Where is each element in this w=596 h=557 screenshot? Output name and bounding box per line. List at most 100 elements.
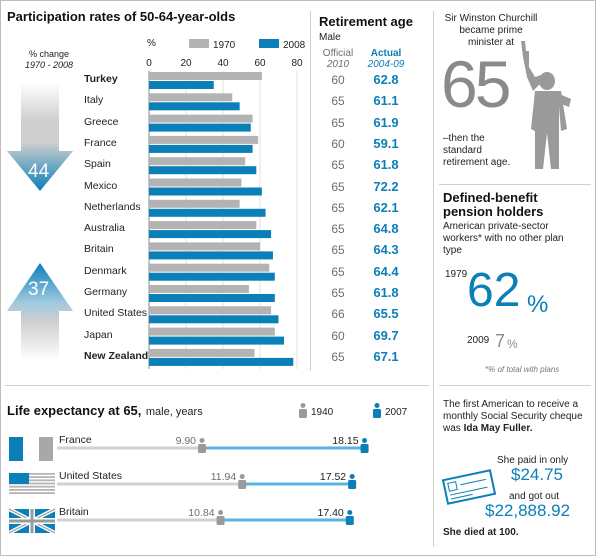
country-label-Japan: Japan xyxy=(84,328,113,341)
bar-2008-United States xyxy=(149,315,279,324)
official-age-New Zealand: 65 xyxy=(331,349,345,364)
life-subtitle: male, years xyxy=(145,406,203,418)
bar-1970-Netherlands xyxy=(149,199,240,208)
bar-2008-Britain xyxy=(149,251,273,260)
france-flag-icon xyxy=(9,437,53,461)
retirement-subtitle: Male xyxy=(319,32,341,43)
actual-years: 2004-09 xyxy=(367,59,405,70)
bar-1970-Australia xyxy=(149,221,257,230)
bar-2008-Mexico xyxy=(149,187,262,196)
x-tick-40: 40 xyxy=(217,58,229,69)
fuller-intro-text: The first American to receive a monthly … xyxy=(443,399,583,434)
life-marker-2007-United States-icon xyxy=(348,474,357,489)
actual-age-United States: 65.5 xyxy=(373,306,399,322)
fuller-name: Ida May Fuller. xyxy=(463,423,533,434)
official-age-Japan: 60 xyxy=(331,328,345,343)
x-tick-80: 80 xyxy=(291,58,303,69)
divider-vertical-2 xyxy=(433,11,434,547)
bar-1970-France xyxy=(149,135,259,144)
churchill-age: 65 xyxy=(441,47,511,121)
official-age-Germany: 65 xyxy=(331,286,345,300)
country-label-Netherlands: Netherlands xyxy=(84,200,141,213)
country-label-Denmark: Denmark xyxy=(84,264,127,277)
life-expectancy-chart xyxy=(8,403,381,535)
fuller-paid-value: $24.75 xyxy=(511,465,563,484)
life-marker-2007-Britain-icon xyxy=(345,510,354,525)
pension-title: Defined-benefit pension holders xyxy=(443,190,544,219)
life-value-1940-France: 9.90 xyxy=(175,435,197,447)
official-age-France: 60 xyxy=(331,136,345,151)
change-label: % change 1970 - 2008 xyxy=(17,49,81,71)
bar-1970-Greece xyxy=(149,114,253,123)
churchill-silhouette-icon xyxy=(521,41,571,169)
bar-2008-Denmark xyxy=(149,272,275,281)
bar-2008-Australia xyxy=(149,230,272,239)
churchill-text1: Sir Winston Churchill became prime minis… xyxy=(444,13,538,48)
official-age-Denmark: 65 xyxy=(331,264,345,279)
life-value-1940-United States: 11.94 xyxy=(210,471,237,483)
divider-vertical-1 xyxy=(310,11,311,371)
life-legend-1940: 1940 xyxy=(311,407,334,418)
bar-2008-Greece xyxy=(149,123,251,132)
life-country-United States: United States xyxy=(59,470,123,482)
pension-value2: 7 xyxy=(495,331,506,351)
life-value-2007-France: 18.15 xyxy=(332,435,359,447)
uk-flag-icon xyxy=(8,507,56,535)
bar-2008-France xyxy=(149,144,253,153)
cheque-icon xyxy=(441,469,497,505)
actual-age-Italy: 61.1 xyxy=(373,93,399,109)
actual-age-Denmark: 64.4 xyxy=(373,263,399,279)
legend-label-1970: 1970 xyxy=(213,40,236,51)
divider-horizontal-1 xyxy=(5,385,429,386)
country-label-Greece: Greece xyxy=(84,115,119,128)
bar-1970-Denmark xyxy=(149,263,270,272)
actual-age-Netherlands: 62.1 xyxy=(373,199,399,215)
bar-2008-Italy xyxy=(149,102,240,111)
life-title-wrap: Life expectancy at 65, male, years xyxy=(7,402,203,420)
life-title: Life expectancy at 65, xyxy=(7,403,142,418)
legend-label-2008: 2008 xyxy=(283,40,306,51)
country-label-Britain: Britain xyxy=(84,243,114,256)
fuller-got-value: $22,888.92 xyxy=(485,501,571,520)
actual-age-Germany: 61.8 xyxy=(373,285,399,300)
actual-header: Actual 2004-09 xyxy=(363,48,409,70)
change-label-line2: 1970 - 2008 xyxy=(24,60,74,70)
official-age-Mexico: 65 xyxy=(331,179,345,194)
bar-1970-Turkey xyxy=(149,72,262,80)
actual-age-Britain: 64.3 xyxy=(373,242,399,258)
divider-horizontal-2 xyxy=(439,184,591,185)
life-value-2007-Britain: 17.40 xyxy=(317,507,344,519)
axis-unit: % xyxy=(147,38,156,49)
participation-title: Participation rates of 50-64-year-olds xyxy=(7,9,236,24)
person-1940-icon xyxy=(299,403,307,418)
life-marker-1940-Britain-icon xyxy=(216,510,225,525)
bar-2008-Netherlands xyxy=(149,208,266,217)
actual-age-Spain: 61.8 xyxy=(373,157,399,173)
life-country-France: France xyxy=(59,434,92,446)
legend-swatch-1970 xyxy=(189,39,209,48)
pension-year2: 2009 xyxy=(467,335,490,346)
official-age-Greece: 65 xyxy=(331,115,345,130)
bar-1970-Britain xyxy=(149,242,260,251)
country-label-Turkey: Turkey xyxy=(84,73,118,85)
up-arrow-icon xyxy=(7,263,73,361)
person-2007-icon xyxy=(373,403,381,418)
bar-2008-New Zealand xyxy=(149,357,294,366)
actual-age-Turkey: 62.8 xyxy=(373,72,399,87)
bar-1970-Mexico xyxy=(149,178,242,187)
bar-1970-Germany xyxy=(149,285,249,293)
fuller-paid-label: She paid in only xyxy=(497,455,569,466)
life-country-Britain: Britain xyxy=(59,506,89,518)
country-label-New Zealand: New Zealand xyxy=(84,349,149,362)
life-legend-2007: 2007 xyxy=(385,407,408,418)
official-age-Australia: 65 xyxy=(331,222,345,237)
down-arrow-value: 44 xyxy=(28,161,50,182)
life-marker-2007-France-icon xyxy=(360,438,369,453)
flags xyxy=(8,437,56,535)
bar-2008-Spain xyxy=(149,166,257,175)
country-label-Australia: Australia xyxy=(84,222,125,235)
official-age-Spain: 65 xyxy=(331,158,345,173)
fuller-got-label: and got out xyxy=(509,491,560,502)
